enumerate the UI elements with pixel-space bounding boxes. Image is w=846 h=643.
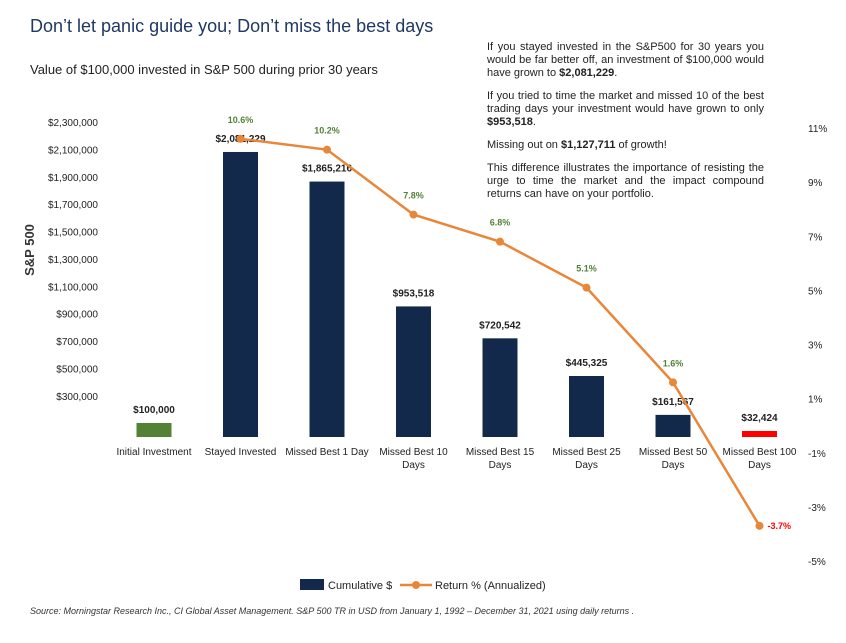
bar-value-label: $32,424 — [741, 413, 778, 424]
chart-subtitle: Value of $100,000 invested in S&P 500 du… — [30, 62, 378, 77]
y-right-tick-label: 7% — [808, 232, 823, 243]
y-right-tick-label: 3% — [808, 341, 823, 352]
return-value-label: -3.7% — [768, 521, 792, 531]
bar-value-label: $161,567 — [652, 397, 694, 408]
bar-7 — [655, 414, 691, 437]
return-point — [669, 378, 677, 387]
bar-3 — [309, 181, 345, 437]
source-footnote: Source: Morningstar Research Inc., CI Gl… — [30, 606, 635, 616]
bar-1 — [136, 423, 172, 437]
y-left-tick-label: $1,900,000 — [48, 173, 98, 184]
return-point — [409, 210, 418, 219]
x-tick-label: Initial Investment — [116, 447, 191, 458]
y-left-tick-label: $900,000 — [56, 310, 98, 321]
y-right-tick-label: 5% — [808, 286, 823, 297]
y-left-tick-label: $700,000 — [56, 337, 98, 348]
note-value: $2,081,229 — [559, 67, 615, 79]
return-value-label: 1.6% — [663, 358, 684, 368]
bar-5 — [482, 338, 518, 437]
y-left-tick-label: $1,500,000 — [48, 228, 98, 239]
x-tick-label: Days — [748, 460, 771, 471]
return-point — [755, 521, 764, 530]
x-tick-label: Stayed Invested — [205, 447, 277, 458]
note-text: Missing out on — [487, 139, 561, 151]
y-left-tick-label: $1,300,000 — [48, 255, 98, 266]
note-missed-10: If you tried to time the market and miss… — [487, 90, 764, 129]
y-right-tick-label: -3% — [808, 503, 826, 514]
y-right-tick-label: 11% — [808, 124, 827, 135]
x-tick-label: Missed Best 15 — [466, 447, 535, 458]
return-point — [236, 134, 245, 143]
return-value-label: 6.8% — [490, 218, 511, 228]
bar-value-label: $445,325 — [566, 358, 608, 369]
bar-value-label: $953,518 — [393, 288, 435, 299]
bar-6 — [569, 376, 604, 437]
x-tick-label: Missed Best 100 — [723, 447, 797, 458]
note-missing-growth: Missing out on $1,127,711 of growth! — [487, 139, 764, 152]
y-left-tick-label: $1,100,000 — [48, 282, 98, 293]
bar-8 — [742, 431, 777, 437]
note-value: $953,518 — [487, 116, 533, 128]
note-text: of growth! — [615, 139, 667, 151]
note-text: . — [614, 67, 618, 79]
y-left-tick-label: $2,300,000 — [48, 118, 98, 129]
y-left-tick-label: $1,700,000 — [48, 200, 98, 211]
note-conclusion: This difference illustrates the importan… — [487, 162, 764, 200]
return-value-label: 10.2% — [314, 126, 340, 136]
commentary-panel: If you stayed invested in the S&P500 for… — [487, 41, 764, 211]
x-tick-label: Missed Best 10 — [379, 447, 448, 458]
x-tick-label: Missed Best 25 — [552, 447, 621, 458]
legend-label-bar: Cumulative $ — [328, 580, 392, 592]
return-point — [496, 237, 504, 246]
y-left-tick-label: $500,000 — [56, 365, 98, 376]
bar-value-label: $1,865,216 — [302, 164, 352, 175]
page-title: Don’t let panic guide you; Don’t miss th… — [30, 16, 434, 36]
return-value-label: 7.8% — [403, 191, 424, 201]
y-left-tick-label: $2,100,000 — [48, 145, 98, 156]
x-tick-label: Days — [402, 460, 425, 471]
note-value: $1,127,711 — [560, 139, 616, 151]
bar-value-label: $720,542 — [479, 320, 521, 331]
note-stayed-invested: If you stayed invested in the S&P500 for… — [487, 41, 764, 80]
y-right-tick-label: 9% — [808, 178, 823, 189]
x-tick-label: Missed Best 1 Day — [285, 447, 368, 458]
y-axis-label: S&P 500 — [22, 224, 37, 276]
y-right-tick-label: -5% — [808, 557, 826, 568]
return-value-label: 10.6% — [228, 115, 254, 125]
bar-4 — [396, 306, 431, 437]
note-text: If you tried to time the market and miss… — [487, 90, 764, 115]
return-point — [582, 283, 591, 292]
note-text: . — [532, 116, 536, 128]
y-left-tick-label: $300,000 — [56, 392, 98, 403]
x-tick-label: Days — [575, 460, 598, 471]
legend-label-line: Return % (Annualized) — [435, 580, 546, 592]
x-tick-label: Days — [489, 460, 512, 471]
y-right-tick-label: 1% — [808, 395, 823, 406]
legend-swatch-bar — [300, 579, 324, 590]
x-tick-label: Days — [662, 460, 685, 471]
bar-2 — [223, 151, 258, 438]
return-value-label: 5.1% — [576, 264, 597, 274]
note-text: If you stayed invested in the S&P500 for… — [487, 41, 764, 79]
y-right-tick-label: -1% — [808, 449, 826, 460]
return-point — [323, 145, 331, 154]
legend-swatch-marker — [412, 581, 420, 589]
bar-value-label: $100,000 — [133, 405, 175, 416]
x-tick-label: Missed Best 50 — [639, 447, 708, 458]
